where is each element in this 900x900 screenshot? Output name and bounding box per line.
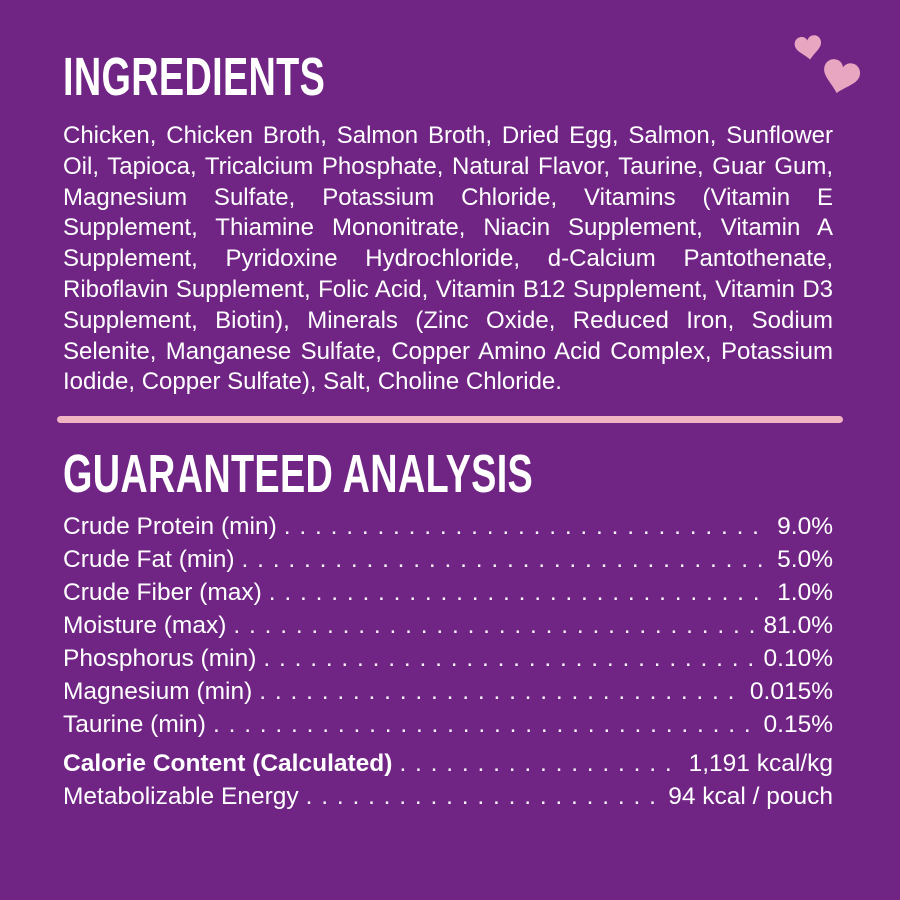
analysis-row-taurine: Taurine (min) 0.15%	[63, 708, 833, 741]
dot-leader	[213, 708, 757, 741]
analysis-value: 0.15%	[763, 711, 833, 739]
ingredients-text: Chicken, Chicken Broth, Salmon Broth, Dr…	[63, 122, 833, 396]
small-heart-icon	[793, 34, 823, 62]
dot-leader	[269, 576, 770, 609]
analysis-value: 1,191 kcal/kg	[688, 750, 833, 778]
analysis-row-metabolizable-energy: Metabolizable Energy 94 kcal / pouch	[63, 780, 833, 813]
section-divider	[57, 416, 843, 424]
analysis-label: Crude Fiber (max)	[63, 579, 262, 607]
dot-leader	[233, 609, 756, 642]
large-heart-icon	[819, 57, 863, 98]
analysis-row-moisture: Moisture (max) 81.0%	[63, 609, 833, 642]
analysis-label: Taurine (min)	[63, 711, 206, 739]
analysis-row-calorie-content: Calorie Content (Calculated) 1,191 kcal/…	[63, 747, 833, 780]
dot-leader	[284, 510, 770, 543]
ingredients-heading: INGREDIENTS	[63, 47, 326, 107]
dot-leader	[259, 675, 743, 708]
analysis-value: 81.0%	[763, 612, 833, 640]
analysis-label: Crude Fat (min)	[63, 546, 235, 574]
analysis-value: 0.015%	[749, 678, 833, 706]
analysis-row-crude-fiber: Crude Fiber (max) 1.0%	[63, 576, 833, 609]
analysis-label: Crude Protein (min)	[63, 513, 277, 541]
dot-leader	[242, 543, 771, 576]
analysis-row-crude-fat: Crude Fat (min) 5.0%	[63, 543, 833, 576]
analysis-row-crude-protein: Crude Protein (min) 9.0%	[63, 510, 833, 543]
analysis-label: Calorie Content (Calculated)	[63, 750, 393, 778]
dot-leader	[263, 642, 756, 675]
analysis-value: 9.0%	[777, 513, 833, 541]
analysis-label: Phosphorus (min)	[63, 645, 257, 673]
analysis-label: Moisture (max)	[63, 612, 227, 640]
analysis-row-phosphorus: Phosphorus (min) 0.10%	[63, 642, 833, 675]
calorie-content-section: Calorie Content (Calculated) 1,191 kcal/…	[63, 747, 833, 813]
analysis-value: 5.0%	[777, 546, 833, 574]
analysis-value: 0.10%	[763, 645, 833, 673]
analysis-label: Metabolizable Energy	[63, 783, 299, 811]
analysis-value: 1.0%	[777, 579, 833, 607]
analysis-label: Magnesium (min)	[63, 678, 253, 706]
dot-leader	[306, 780, 662, 813]
guaranteed-analysis-heading: GUARANTEED ANALYSIS	[63, 444, 534, 505]
analysis-value: 94 kcal / pouch	[668, 783, 833, 811]
guaranteed-analysis-table: Crude Protein (min) 9.0% Crude Fat (min)…	[63, 510, 833, 813]
dot-leader	[399, 747, 681, 780]
analysis-row-magnesium: Magnesium (min) 0.015%	[63, 675, 833, 708]
